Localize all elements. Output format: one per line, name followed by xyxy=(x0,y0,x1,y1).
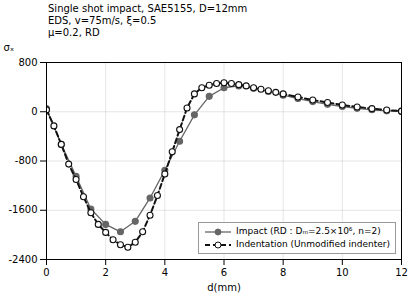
svg-text:0: 0 xyxy=(31,106,37,117)
svg-text:4: 4 xyxy=(162,267,168,278)
svg-text:10: 10 xyxy=(336,267,349,278)
svg-text:-2400: -2400 xyxy=(8,254,37,265)
svg-text:8: 8 xyxy=(280,267,286,278)
svg-text:-800: -800 xyxy=(15,155,38,166)
svg-text:0: 0 xyxy=(43,267,49,278)
svg-text:d(mm): d(mm) xyxy=(207,282,241,293)
svg-text:12: 12 xyxy=(395,267,408,278)
html-text:Single shot impact, SAE5155, D: Single shot impact, SAE5155, D=12mm EDS,… xyxy=(48,3,248,38)
svg-text:-1600: -1600 xyxy=(8,204,37,215)
svg-text:2: 2 xyxy=(102,267,108,278)
svg-text:σₓ: σₓ xyxy=(4,42,15,53)
html-text:Impact (RD : Dₘ=2.5×10⁶, n=2): Impact (RD : Dₘ=2.5×10⁶, n=2) xyxy=(236,226,381,236)
svg-text:800: 800 xyxy=(18,57,37,68)
html-text:Indentation (Unmodified indent: Indentation (Unmodified indenter) xyxy=(236,239,390,249)
svg-text:6: 6 xyxy=(221,267,227,278)
